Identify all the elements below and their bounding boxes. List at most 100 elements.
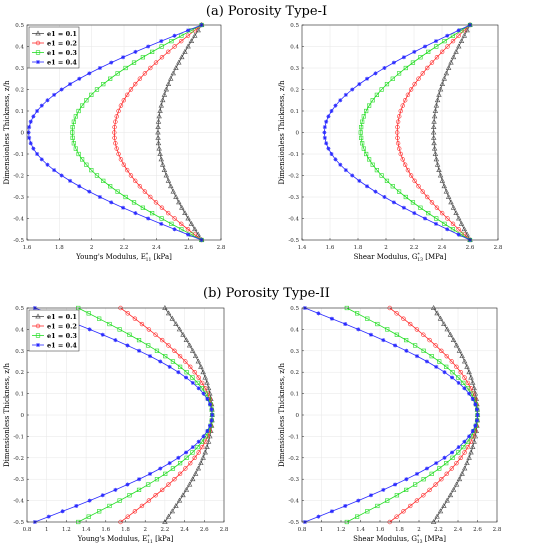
y-tick-label: 0.2 <box>290 370 299 376</box>
data-point <box>437 315 444 321</box>
data-point <box>166 343 171 348</box>
data-point <box>420 71 425 76</box>
data-point <box>448 59 454 65</box>
data-point <box>434 39 439 44</box>
data-point <box>394 493 399 498</box>
data-point <box>450 227 456 232</box>
data-point <box>367 103 372 108</box>
data-point <box>84 98 89 103</box>
data-point <box>179 227 184 232</box>
data-point <box>185 227 191 232</box>
legend-label: e1 = 0.4 <box>47 58 77 66</box>
data-point <box>168 75 174 81</box>
data-point <box>375 503 380 509</box>
data-point <box>155 129 161 135</box>
y-tick-label: 0.5 <box>15 23 24 29</box>
data-point <box>121 162 127 167</box>
data-point <box>456 232 461 237</box>
data-point <box>125 482 130 487</box>
x-tick-label: 2.4 <box>180 527 189 533</box>
data-point <box>384 178 390 183</box>
data-point <box>188 38 195 44</box>
data-point <box>471 385 477 391</box>
data-point <box>196 386 201 391</box>
data-point <box>415 354 420 359</box>
data-point <box>204 444 210 450</box>
data-point <box>159 216 164 221</box>
data-point <box>148 194 153 200</box>
data-point <box>445 216 450 221</box>
data-point <box>198 460 204 466</box>
data-point <box>209 407 214 412</box>
data-point <box>192 226 198 232</box>
data-point <box>168 183 174 189</box>
data-point <box>431 140 437 146</box>
data-point <box>441 321 447 326</box>
data-point <box>172 44 177 49</box>
data-point <box>475 413 480 417</box>
chart-3: 0.8 1 1.2 1.4 1.6 1.8 2 2.2 2.4 2.6 2.8 -0.5 -0.4 -0.… <box>3 304 229 545</box>
data-point <box>426 49 431 54</box>
data-point <box>398 108 403 114</box>
data-point <box>373 71 378 76</box>
data-point <box>368 493 373 498</box>
legend-label: e1 = 0.1 <box>47 30 77 38</box>
data-point <box>177 353 183 359</box>
data-point <box>394 332 399 337</box>
data-point <box>183 466 188 471</box>
data-point <box>107 321 112 327</box>
data-point <box>461 32 468 38</box>
data-point <box>433 482 438 487</box>
data-point <box>444 471 449 477</box>
x-tick-label: 1.6 <box>101 527 110 533</box>
legend-entry: e1 = 0.4 <box>32 58 77 66</box>
data-point <box>182 48 188 54</box>
data-point <box>27 125 32 130</box>
data-point <box>450 204 457 210</box>
data-point <box>444 353 449 359</box>
x-tick-label: 1.4 <box>356 527 365 533</box>
data-point <box>467 391 472 396</box>
data-point <box>184 455 189 460</box>
data-point <box>177 471 183 477</box>
x-tick-label: 2.2 <box>410 245 419 251</box>
data-point <box>173 321 179 326</box>
data-point <box>444 497 450 503</box>
data-point <box>412 81 417 87</box>
data-point <box>207 423 212 428</box>
data-point <box>395 135 400 141</box>
data-point <box>322 135 327 140</box>
data-point <box>408 87 414 92</box>
data-point <box>408 321 413 327</box>
data-point <box>358 130 363 135</box>
data-point <box>437 172 444 178</box>
data-point <box>68 178 73 183</box>
x-tick-label: 1 <box>320 527 324 533</box>
data-point <box>474 407 479 412</box>
data-point <box>121 98 127 103</box>
data-point <box>202 374 208 380</box>
data-point <box>35 152 40 156</box>
data-point <box>439 210 445 216</box>
series-3 <box>358 22 473 243</box>
data-point <box>424 466 429 471</box>
data-point <box>190 380 195 385</box>
data-point <box>155 140 162 146</box>
data-point <box>444 364 449 369</box>
x-axis-label: Shear Modulus, G* 13 [MPa] <box>354 252 447 263</box>
data-point <box>101 178 106 183</box>
data-point <box>393 343 398 348</box>
data-point <box>394 514 399 519</box>
data-point <box>391 60 396 65</box>
data-point <box>133 178 138 184</box>
data-point <box>427 337 432 343</box>
data-point <box>401 205 406 210</box>
y-axis-label: Dimensionless Thickness, z/h <box>278 363 286 467</box>
data-point <box>449 359 454 364</box>
data-point <box>176 59 182 65</box>
data-point <box>442 39 447 44</box>
data-point <box>456 476 463 482</box>
data-point <box>449 466 454 471</box>
data-point <box>412 49 417 54</box>
